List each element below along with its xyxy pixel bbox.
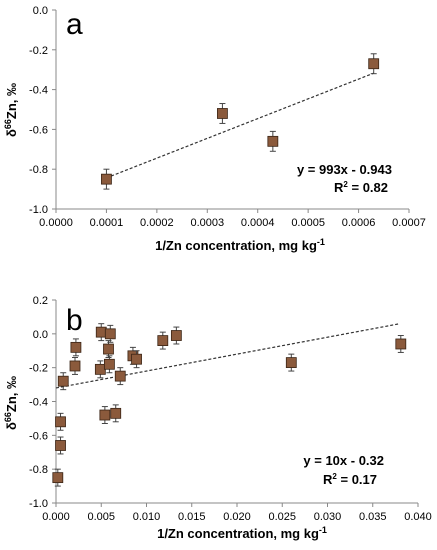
point-marker: [70, 341, 82, 353]
data-point: [103, 340, 114, 359]
x-tick-label: 0.000: [42, 511, 70, 523]
data-point: [267, 130, 279, 152]
point-marker: [57, 375, 69, 387]
data-point: [114, 367, 126, 386]
data-point: [170, 326, 182, 345]
point-marker: [157, 335, 169, 347]
x-tick-labels: 0.0000 0.0001 0.0002 0.0003 0.0004 0.0005 0.00…: [39, 217, 426, 229]
point-marker: [99, 409, 111, 421]
data-point: [157, 331, 169, 350]
axis-tick-marks: [52, 9, 410, 213]
axis-tick-marks: [52, 299, 419, 507]
data-point: [55, 436, 66, 455]
x-tick-label: 0.020: [223, 511, 251, 523]
r-squared: R2 = 0.17: [323, 472, 377, 487]
data-points: [101, 53, 380, 190]
trendline: [55, 323, 401, 389]
r-squared: R2 = 0.82: [334, 180, 388, 195]
data-point: [95, 323, 107, 342]
data-point: [69, 357, 81, 375]
y-tick-label: -0.6: [29, 124, 48, 136]
x-tick-label: 0.0004: [241, 217, 275, 229]
data-point: [368, 53, 380, 75]
x-tick-label: 0.0005: [291, 217, 325, 229]
data-point: [99, 406, 111, 424]
x-axis-title: 1/Zn concentration, mg kg-1: [157, 525, 327, 541]
y-tick-label: 0.0: [33, 329, 48, 341]
y-tick-labels: 0.0 -0.2 -0.4 -0.6 -0.8 -1.0: [29, 5, 48, 216]
point-marker: [110, 407, 122, 419]
data-point: [57, 372, 69, 391]
x-tick-label: 0.0003: [190, 217, 224, 229]
data-point: [104, 324, 116, 343]
y-tick-label: -1.0: [29, 204, 48, 216]
point-marker: [104, 328, 116, 340]
point-marker: [131, 353, 142, 365]
y-tick-label: -0.8: [29, 164, 48, 176]
y-tick-label: -1.0: [29, 498, 48, 510]
point-marker: [103, 358, 115, 370]
point-marker: [101, 173, 112, 185]
x-axis-title: 1/Zn concentration, mg kg-1: [155, 237, 325, 253]
y-tick-label: -0.4: [29, 397, 48, 409]
point-marker: [114, 370, 126, 382]
y-tick-label: -0.2: [29, 363, 48, 375]
x-tick-label: 0.015: [178, 511, 206, 523]
x-tick-label: 0.010: [133, 511, 161, 523]
trendline: [106, 72, 374, 179]
x-tick-label: 0.035: [359, 511, 387, 523]
point-marker: [217, 108, 228, 119]
y-tick-label: -0.8: [29, 464, 48, 476]
point-marker: [69, 360, 81, 372]
y-tick-labels: 0.2 0.0 -0.2 -0.4 -0.6 -0.8 -1.0: [29, 295, 48, 510]
point-marker: [285, 357, 297, 368]
x-tick-label: 0.0001: [90, 217, 124, 229]
data-point: [131, 350, 142, 369]
x-tick-label: 0.025: [268, 511, 296, 523]
x-tick-label: 0.0007: [392, 217, 426, 229]
y-tick-label: -0.4: [29, 85, 48, 97]
x-tick-label: 0.0000: [39, 217, 73, 229]
data-point: [285, 353, 297, 372]
data-point: [94, 360, 106, 379]
y-tick-label: -0.2: [29, 45, 48, 57]
point-marker: [55, 440, 66, 451]
x-tick-label: 0.030: [314, 511, 342, 523]
data-point: [52, 468, 64, 487]
x-tick-label: 0.0002: [140, 217, 174, 229]
data-point: [103, 355, 115, 374]
data-point: [70, 338, 82, 357]
x-tick-label: 0.0006: [342, 217, 376, 229]
x-tick-label: 0.040: [404, 511, 432, 523]
point-marker: [368, 58, 380, 70]
data-point: [395, 335, 407, 353]
y-tick-label: 0.2: [33, 295, 48, 307]
data-points: [52, 323, 407, 487]
point-marker: [95, 326, 107, 338]
x-tick-label: 0.005: [87, 511, 115, 523]
y-axis-title: δ66Zn, ‰: [3, 83, 19, 137]
point-marker: [395, 338, 407, 350]
panel-label: a: [66, 8, 83, 41]
x-tick-labels: 0.000 0.005 0.010 0.015 0.020 0.025 0.030 0.035…: [42, 511, 432, 523]
y-tick-label: -0.6: [29, 430, 48, 442]
data-point: [101, 168, 112, 190]
point-marker: [170, 330, 182, 341]
point-marker: [94, 363, 106, 375]
point-marker: [267, 135, 279, 147]
point-marker: [55, 416, 66, 428]
panel-b: 0.20.0-0.2-0.4-0.6-0.8-1.0 0.000 0.005 0.0…: [3, 295, 432, 541]
point-marker: [103, 343, 114, 355]
regression-equation: y = 10x - 0.32: [303, 453, 384, 468]
regression-equation: y = 993x - 0.943: [297, 162, 392, 177]
data-point: [217, 103, 228, 124]
data-point: [110, 404, 122, 423]
point-marker: [52, 472, 64, 484]
panel-a: 0.0-0.2-0.4-0.6-0.8-1.0 0.0000 0.0001 0.00…: [3, 5, 426, 253]
y-axis-title: δ66Zn, ‰: [3, 376, 19, 430]
y-tick-label: 0.0: [33, 5, 48, 17]
data-point: [55, 412, 66, 431]
panel-label: b: [66, 304, 83, 337]
